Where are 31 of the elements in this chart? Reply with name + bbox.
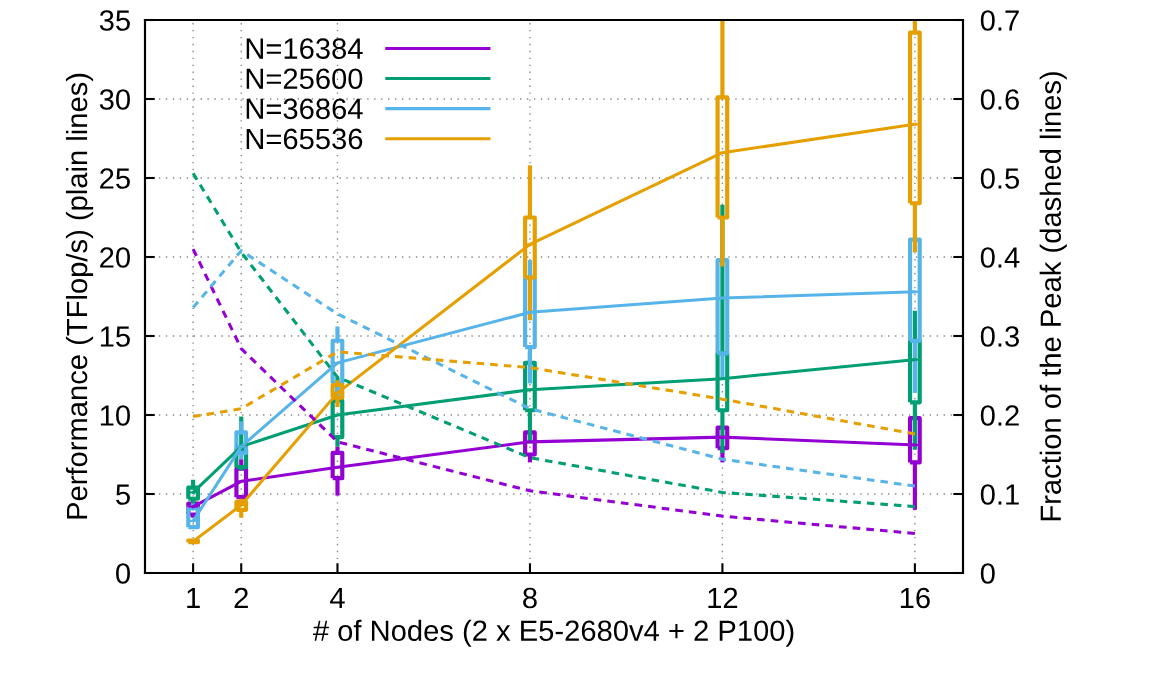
y-tick-label: 25 bbox=[100, 168, 130, 189]
x-tick-label: 1 bbox=[187, 587, 200, 609]
y2-tick-label: 0.2 bbox=[980, 405, 1019, 426]
y2-tick-label: 0.1 bbox=[980, 484, 1019, 505]
y2-tick-label: 0 bbox=[980, 563, 995, 584]
y2-tick-label: 0.3 bbox=[980, 326, 1019, 347]
y2-tick-label: 0.7 bbox=[980, 10, 1019, 31]
line-series bbox=[191, 171, 917, 509]
y-tick-label: 20 bbox=[100, 247, 130, 268]
x-tick-label: 16 bbox=[900, 587, 930, 609]
x-tick-label: 4 bbox=[330, 587, 345, 609]
legend-label: N=36864 bbox=[246, 98, 363, 120]
y2-tick-label: 0.5 bbox=[980, 168, 1019, 189]
y-tick-label: 10 bbox=[100, 405, 130, 426]
y-tick-label: 0 bbox=[116, 563, 130, 584]
legend-label: N=25600 bbox=[246, 68, 363, 90]
y2-axis-title: Fraction of the Peak (dashed lines) bbox=[1039, 72, 1067, 521]
y-tick-label: 35 bbox=[99, 10, 130, 31]
legend-label: N=65536 bbox=[246, 128, 363, 150]
y2-tick-label: 0.4 bbox=[980, 247, 1020, 268]
x-axis-title: # of Nodes (2 x E5-2680v4 + 2 P100) bbox=[312, 619, 794, 647]
y-tick-label: 15 bbox=[100, 326, 130, 347]
y-tick-label: 5 bbox=[116, 484, 130, 505]
x-tick-label: 8 bbox=[523, 587, 537, 609]
line-series bbox=[191, 247, 917, 536]
legend-label: N=16384 bbox=[246, 38, 363, 59]
y2-tick-label: 0.6 bbox=[980, 89, 1019, 110]
y-tick-label: 30 bbox=[99, 89, 130, 110]
y-axis-title: Performance (TFlop/s) (plain lines) bbox=[65, 73, 94, 519]
x-tick-label: 12 bbox=[708, 587, 738, 609]
x-tick-label: 2 bbox=[234, 587, 248, 609]
